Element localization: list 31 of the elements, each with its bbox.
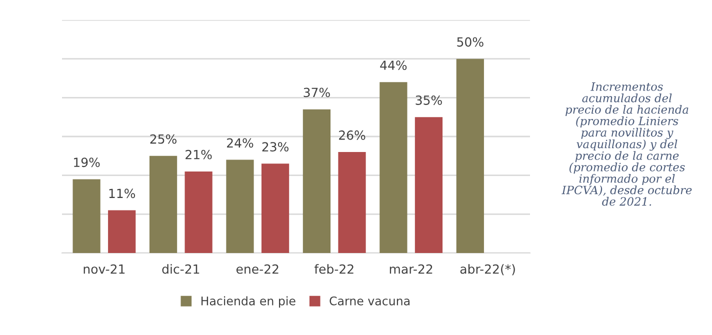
bar [108,210,136,253]
data-label: 24% [227,138,254,148]
x-tick-label: ene-22 [236,264,278,274]
bar [338,152,366,253]
data-label: 50% [457,37,484,47]
bar [184,171,212,253]
bar [302,109,331,253]
data-label: 21% [186,150,212,160]
data-label: 26% [339,130,366,140]
x-tick-label: abr-22(*) [460,264,515,276]
x-tick-label: nov-21 [84,264,125,274]
legend-label: Hacienda en pie [201,296,296,308]
x-tick-label: dic-21 [162,264,200,274]
bar [226,160,254,253]
bar [149,156,178,253]
bar [72,179,100,253]
legend-label: Carne vacuna [330,296,410,306]
data-label: 37% [304,88,330,98]
data-label: 19% [74,158,100,168]
data-label: 35% [416,95,442,105]
bar [380,82,408,253]
bar [261,164,290,253]
data-label: 23% [262,142,288,152]
bar [456,58,484,253]
data-label: 44% [380,60,407,70]
text: Incrementos acumulados del precio de la hacienda (promedio Liniers para novillitos y vaquillonas) y del precio de la carne (promedio de cortes informado por el IPCVA), desde octubre de 2021. [562,82,692,206]
bar [414,117,443,253]
data-label: 25% [150,134,176,144]
data-label: 11% [109,188,136,198]
x-tick-label: mar-22 [390,264,432,274]
x-tick-label: feb-22 [314,264,354,274]
